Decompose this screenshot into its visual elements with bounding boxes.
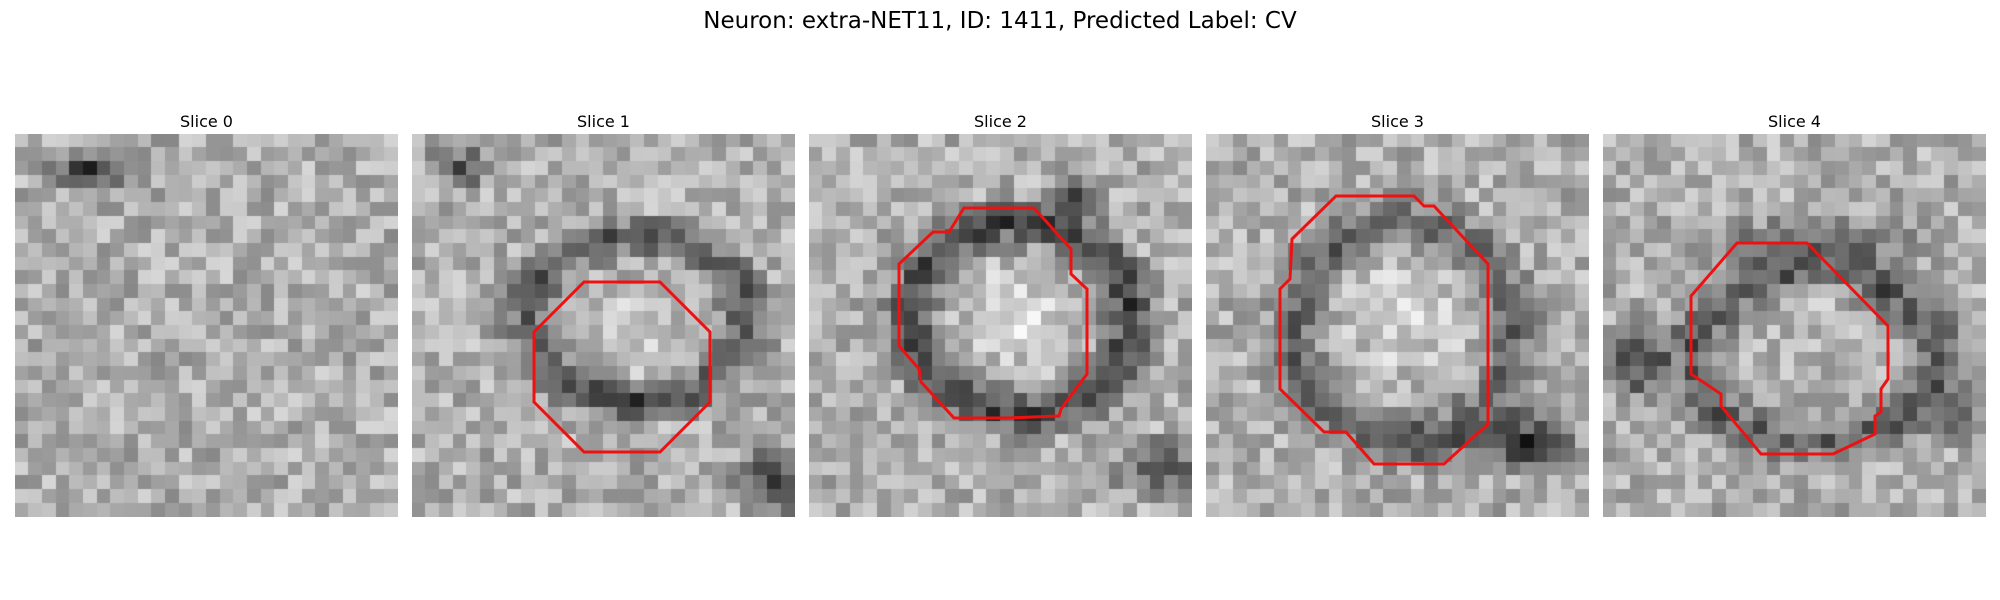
contour-overlay [532,280,712,454]
slice-title: Slice 2 [974,112,1027,131]
contour-overlay [1278,194,1490,466]
slice-panel-2: Slice 2 [809,110,1192,517]
slice-title: Slice 1 [577,112,630,131]
slice-panel-1: Slice 1 [412,110,795,517]
slice-panel-4: Slice 4 [1603,110,1986,517]
slice-title: Slice 4 [1768,112,1821,131]
em-image-slice-2 [809,134,1192,517]
slice-panel-3: Slice 3 [1206,110,1589,517]
vesicle-contour [1278,194,1490,466]
slice-panel-0: Slice 0 [15,110,398,517]
em-image-slice-0 [15,134,398,517]
contour-overlay [1689,241,1890,456]
contour-overlay [897,206,1089,420]
slice-title: Slice 0 [180,112,233,131]
slice-title: Slice 3 [1371,112,1424,131]
vesicle-contour [897,206,1089,420]
vesicle-contour [532,280,712,454]
vesicle-contour [1689,241,1890,456]
em-image-slice-3 [1206,134,1589,517]
figure-title: Neuron: extra-NET11, ID: 1411, Predicted… [703,8,1297,34]
